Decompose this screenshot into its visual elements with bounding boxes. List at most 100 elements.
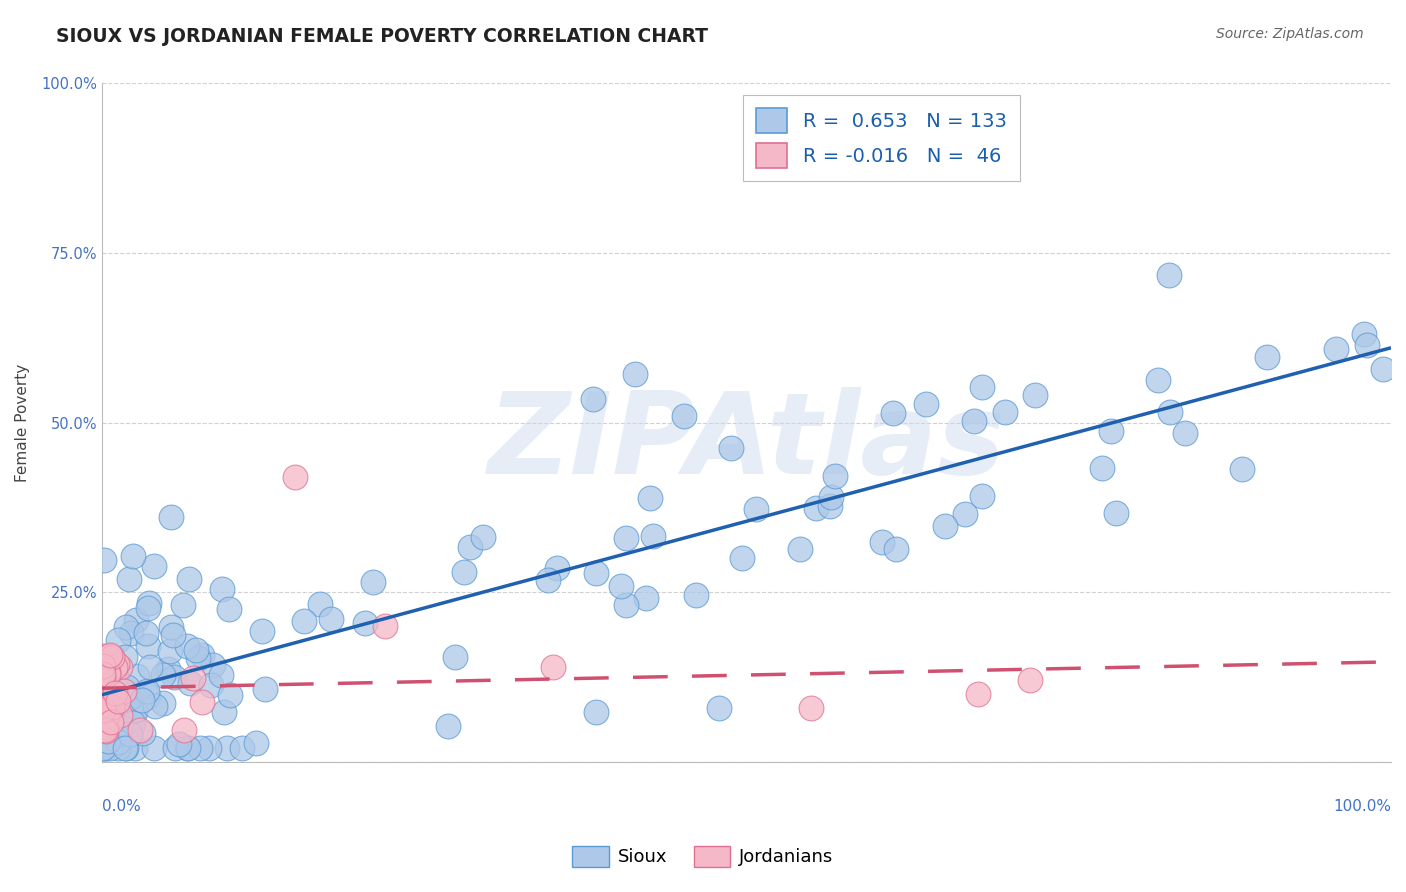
Point — [94, 723, 117, 738]
Point — [114, 620, 136, 634]
Point — [541, 660, 564, 674]
Point — [1357, 337, 1379, 351]
Point — [143, 698, 166, 713]
Point — [1019, 673, 1042, 688]
Point — [124, 705, 146, 719]
Point — [98, 648, 121, 662]
Point — [91, 703, 114, 717]
Point — [136, 639, 159, 653]
Point — [800, 700, 823, 714]
Point — [638, 491, 661, 506]
Point — [94, 741, 117, 756]
Point — [1024, 388, 1046, 402]
Point — [720, 441, 742, 455]
Point — [91, 683, 114, 698]
Point — [152, 696, 174, 710]
Point — [122, 716, 145, 731]
Point — [107, 741, 129, 756]
Point — [104, 670, 127, 684]
Point — [1157, 268, 1180, 283]
Point — [91, 660, 114, 674]
Point — [187, 651, 209, 665]
Text: 0.0%: 0.0% — [101, 799, 141, 814]
Point — [100, 714, 122, 729]
Point — [118, 690, 141, 705]
Point — [309, 597, 332, 611]
Point — [97, 665, 120, 679]
Point — [967, 687, 990, 701]
Point — [254, 682, 277, 697]
Point — [136, 683, 159, 698]
Point — [94, 741, 117, 756]
Point — [188, 741, 211, 756]
Point — [641, 529, 664, 543]
Point — [437, 718, 460, 732]
Point — [789, 542, 811, 557]
Point — [1232, 462, 1254, 476]
Point — [118, 572, 141, 586]
Point — [105, 713, 128, 727]
Point — [152, 668, 174, 682]
Point — [252, 624, 274, 639]
Point — [818, 499, 841, 513]
Point — [673, 409, 696, 424]
Point — [96, 723, 118, 738]
Point — [107, 735, 129, 749]
Point — [176, 639, 198, 653]
Point — [118, 726, 141, 740]
Point — [191, 695, 214, 709]
Point — [122, 549, 145, 563]
Point — [186, 643, 208, 657]
Point — [93, 553, 115, 567]
Point — [970, 489, 993, 503]
Point — [1091, 461, 1114, 475]
Point — [610, 579, 633, 593]
Point — [460, 540, 482, 554]
Point — [214, 705, 236, 719]
Point — [361, 575, 384, 590]
Point — [934, 518, 956, 533]
Point — [112, 684, 135, 698]
Point — [107, 633, 129, 648]
Point — [93, 741, 115, 756]
Point — [546, 561, 568, 575]
Point — [96, 704, 118, 718]
Point — [1174, 426, 1197, 441]
Point — [211, 582, 233, 596]
Point — [745, 502, 768, 516]
Point — [585, 566, 607, 581]
Point — [172, 598, 194, 612]
Text: 100.0%: 100.0% — [1333, 799, 1391, 814]
Point — [97, 734, 120, 748]
Point — [955, 507, 977, 521]
Point — [138, 660, 160, 674]
Point — [201, 657, 224, 672]
Point — [91, 658, 114, 673]
Point — [614, 598, 637, 612]
Point — [114, 741, 136, 756]
Point — [824, 469, 846, 483]
Point — [91, 671, 114, 685]
Point — [98, 689, 121, 703]
Point — [115, 680, 138, 694]
Point — [125, 669, 148, 683]
Point — [91, 671, 114, 685]
Point — [472, 530, 495, 544]
Point — [685, 588, 707, 602]
Point — [159, 644, 181, 658]
Point — [136, 601, 159, 615]
Point — [96, 692, 118, 706]
Y-axis label: Female Poverty: Female Poverty — [15, 363, 30, 482]
Point — [1324, 342, 1347, 356]
Point — [190, 648, 212, 662]
Point — [245, 736, 267, 750]
Point — [972, 379, 994, 393]
Point — [176, 741, 198, 756]
Point — [231, 741, 253, 756]
Point — [132, 726, 155, 740]
Point — [135, 626, 157, 640]
Point — [994, 405, 1017, 419]
Point — [114, 650, 136, 665]
Point — [218, 602, 240, 616]
Point — [120, 625, 142, 640]
